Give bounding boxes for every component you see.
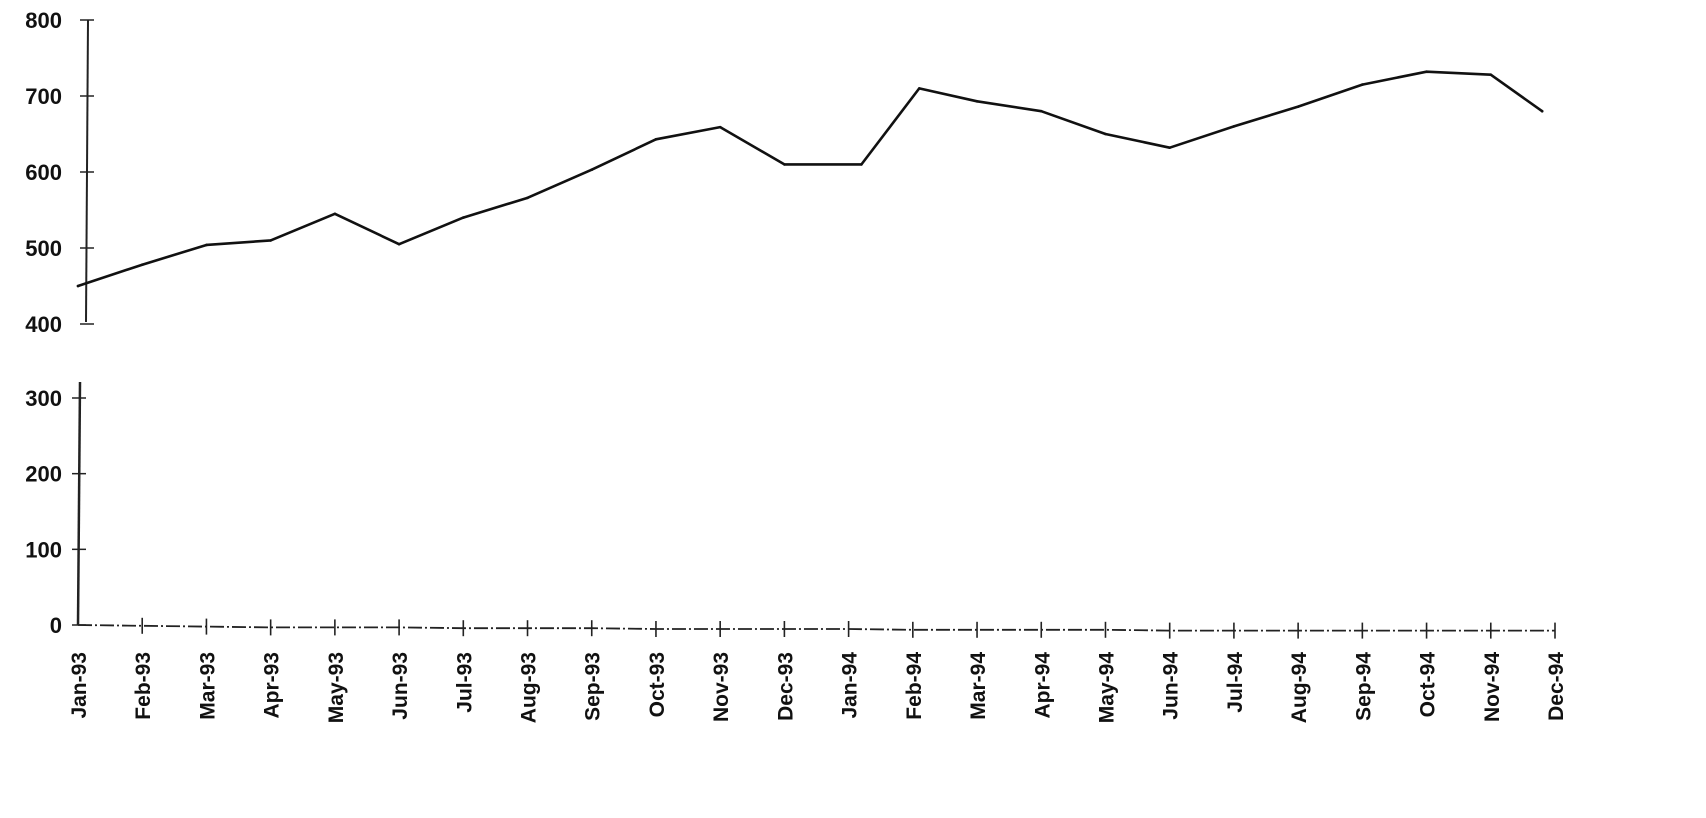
data-point-17 bbox=[1168, 146, 1171, 149]
x-tick-label-Feb-93: Feb-93 bbox=[132, 652, 155, 720]
x-tick-label-Apr-93: Apr-93 bbox=[261, 652, 284, 719]
data-point-15 bbox=[1039, 109, 1043, 113]
data-point-5 bbox=[397, 242, 401, 246]
y-tick-label-800: 800 bbox=[25, 8, 62, 33]
data-point-20 bbox=[1361, 83, 1364, 86]
x-tick-label-Nov-93: Nov-93 bbox=[710, 652, 733, 722]
y-axis-tick-labels: 800 700 600 500 400 300 200 100 0 bbox=[25, 8, 62, 638]
x-tick-label-Jun-93: Jun-93 bbox=[389, 652, 412, 720]
data-point-21 bbox=[1425, 70, 1428, 73]
data-point-11 bbox=[783, 163, 786, 166]
data-point-8 bbox=[590, 168, 594, 172]
data-point-19 bbox=[1296, 105, 1300, 108]
y-tick-label-300: 300 bbox=[25, 386, 62, 411]
data-point-4 bbox=[333, 212, 337, 216]
x-tick-label-Aug-94: Aug-94 bbox=[1288, 652, 1311, 723]
x-axis bbox=[77, 624, 1555, 632]
data-point-7 bbox=[526, 196, 529, 200]
x-tick-label-Apr-94: Apr-94 bbox=[1031, 652, 1054, 719]
x-tick-label-Jan-93: Jan-93 bbox=[68, 652, 91, 719]
x-axis-tick-labels: Jan-93 Feb-93 Mar-93 Apr-93 May-93 Jun-93 Jul-… bbox=[68, 652, 1568, 724]
x-tick-label-Sep-94: Sep-94 bbox=[1352, 652, 1375, 721]
x-tick-label-May-94: May-94 bbox=[1095, 652, 1118, 724]
x-tick-label-Oct-94: Oct-94 bbox=[1417, 652, 1440, 718]
data-point-16 bbox=[1104, 132, 1107, 136]
y-tick-label-0: 0 bbox=[50, 613, 62, 638]
x-tick-label-Jul-94: Jul-94 bbox=[1224, 652, 1247, 713]
data-point-18 bbox=[1232, 125, 1236, 128]
data-point-1 bbox=[140, 263, 144, 267]
y-tick-label-200: 200 bbox=[25, 462, 62, 487]
x-axis-ticks bbox=[141, 617, 1556, 639]
x-tick-label-Dec-93: Dec-93 bbox=[774, 652, 797, 721]
y-tick-label-600: 600 bbox=[25, 160, 62, 185]
y-axis-upper-line bbox=[85, 19, 89, 323]
x-tick-label-Oct-93: Oct-93 bbox=[646, 652, 669, 717]
x-tick-label-May-93: May-93 bbox=[325, 652, 348, 723]
x-axis-line bbox=[77, 624, 1555, 632]
data-point-0 bbox=[76, 284, 80, 288]
y-axis-lower-line bbox=[76, 381, 82, 626]
data-point-2 bbox=[205, 243, 208, 247]
data-point-23 bbox=[1540, 109, 1544, 113]
y-axis-lower bbox=[76, 381, 82, 626]
y-tick-label-400: 400 bbox=[25, 312, 62, 337]
data-point-22 bbox=[1489, 73, 1493, 77]
y-tick-label-100: 100 bbox=[25, 537, 62, 562]
data-point-10 bbox=[718, 125, 722, 129]
data-point-3 bbox=[269, 239, 272, 242]
y-axis-upper bbox=[85, 19, 89, 323]
y-tick-label-500: 500 bbox=[25, 236, 62, 261]
x-tick-label-Feb-94: Feb-94 bbox=[903, 652, 926, 720]
x-tick-label-Aug-93: Aug-93 bbox=[518, 652, 541, 723]
x-tick-label-Jun-94: Jun-94 bbox=[1160, 652, 1183, 720]
series-line-0 bbox=[76, 70, 1544, 288]
data-point-14 bbox=[975, 100, 979, 103]
x-tick-label-Dec-94: Dec-94 bbox=[1545, 652, 1568, 721]
x-tick-label-Mar-93: Mar-93 bbox=[196, 652, 219, 720]
data-point-6 bbox=[462, 216, 465, 219]
x-tick-label-Jul-93: Jul-93 bbox=[453, 652, 476, 713]
data-point-9 bbox=[654, 138, 658, 141]
x-tick-label-Mar-94: Mar-94 bbox=[967, 652, 990, 720]
x-tick-label-Sep-93: Sep-93 bbox=[582, 652, 605, 721]
data-point-13 bbox=[917, 87, 921, 90]
data-point-12 bbox=[860, 163, 863, 166]
x-tick-label-Nov-94: Nov-94 bbox=[1481, 652, 1504, 722]
y-axis-ticks bbox=[72, 19, 94, 626]
y-tick-label-700: 700 bbox=[25, 84, 62, 109]
x-tick-label-Jan-94: Jan-94 bbox=[839, 652, 862, 719]
series-group bbox=[76, 70, 1544, 288]
